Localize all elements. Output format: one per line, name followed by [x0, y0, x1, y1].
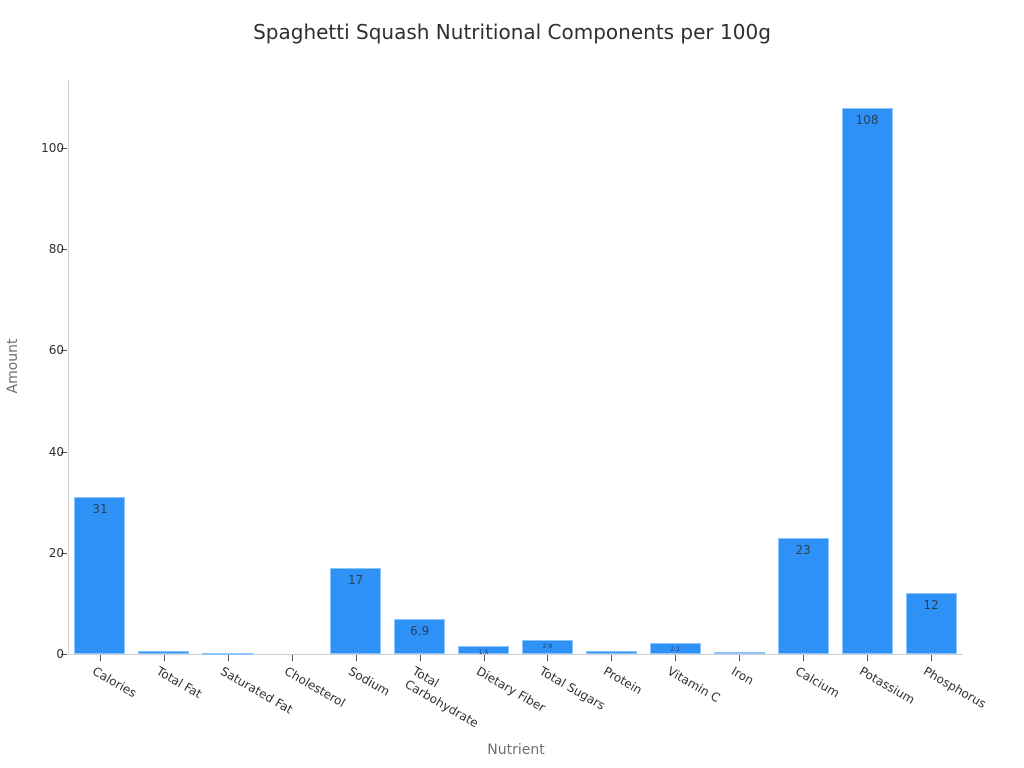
x-tick	[931, 655, 933, 661]
x-tick-label: Vitamin C	[665, 664, 723, 706]
x-tick-label: Protein	[601, 664, 645, 698]
x-tick	[419, 655, 421, 661]
y-axis-line	[68, 80, 69, 654]
x-tick	[483, 655, 485, 661]
y-tick-label: 80	[48, 242, 64, 257]
x-tick-label: Total Fat	[153, 664, 204, 701]
y-tick-label: 100	[41, 141, 64, 155]
y-tick	[61, 350, 67, 352]
bar-calories[interactable]: 31	[74, 497, 126, 654]
chart-title: Spaghetti Squash Nutritional Components …	[253, 20, 771, 44]
y-tick-label: 40	[48, 444, 64, 459]
bar-iron[interactable]	[713, 652, 765, 655]
bar-value-label: 2.8	[542, 642, 553, 650]
y-tick	[61, 148, 67, 149]
bar-total-sugars[interactable]: 2.8	[521, 639, 573, 654]
x-axis-line	[68, 654, 963, 655]
x-tick	[291, 655, 293, 661]
x-tick	[867, 655, 869, 661]
y-tick-label: 0	[56, 647, 64, 661]
bar-vitamin-c[interactable]: 2.1	[649, 643, 701, 654]
x-tick	[547, 655, 549, 661]
x-tick-label: Iron	[729, 664, 757, 688]
x-tick-label: Potassium	[857, 664, 918, 707]
y-tick	[61, 552, 67, 554]
x-tick	[163, 655, 165, 661]
bar-dietary-fiber[interactable]: 1.5	[458, 646, 510, 657]
bar-saturated-fat[interactable]	[202, 653, 254, 656]
x-tick	[611, 655, 613, 661]
bar-total-fat[interactable]	[138, 650, 190, 654]
y-tick	[61, 451, 67, 453]
x-axis-label: Nutrient	[487, 742, 545, 758]
y-tick-label: 60	[48, 343, 64, 358]
bar-potassium[interactable]: 108	[841, 107, 893, 654]
bar-value-label: 23	[795, 542, 811, 557]
x-tick-label: Calories	[89, 664, 139, 701]
bar-total-carbohydrate[interactable]: 6.9	[394, 619, 446, 654]
bar-value-label: 1.5	[478, 649, 489, 657]
bar-value-label: 17	[348, 572, 364, 587]
y-tick	[61, 654, 67, 655]
y-tick-label: 20	[48, 545, 64, 560]
x-tick	[227, 655, 229, 661]
x-tick-label: Total Sugars	[537, 664, 608, 713]
bar-calcium[interactable]: 23	[777, 537, 829, 654]
bar-value-label: 31	[92, 502, 108, 517]
x-tick	[675, 655, 677, 661]
bar-protein[interactable]	[585, 650, 637, 654]
y-axis-label: Amount	[5, 338, 21, 394]
x-tick-label: Sodium	[345, 664, 392, 699]
x-tick-label: Phosphorus	[921, 664, 989, 712]
bar-sodium[interactable]: 17	[330, 567, 382, 654]
x-tick	[355, 655, 357, 661]
x-tick	[99, 655, 101, 661]
bar-phosphorus[interactable]: 12	[905, 593, 957, 654]
bar-value-label: 108	[855, 112, 879, 127]
bar-value-label: 2.1	[670, 646, 681, 654]
y-tick	[61, 249, 67, 251]
x-tick	[739, 655, 741, 661]
x-tick-label: Calcium	[793, 664, 842, 701]
bar-value-label: 6.9	[410, 624, 430, 639]
x-tick	[803, 655, 805, 661]
bar-value-label: 12	[923, 598, 939, 613]
